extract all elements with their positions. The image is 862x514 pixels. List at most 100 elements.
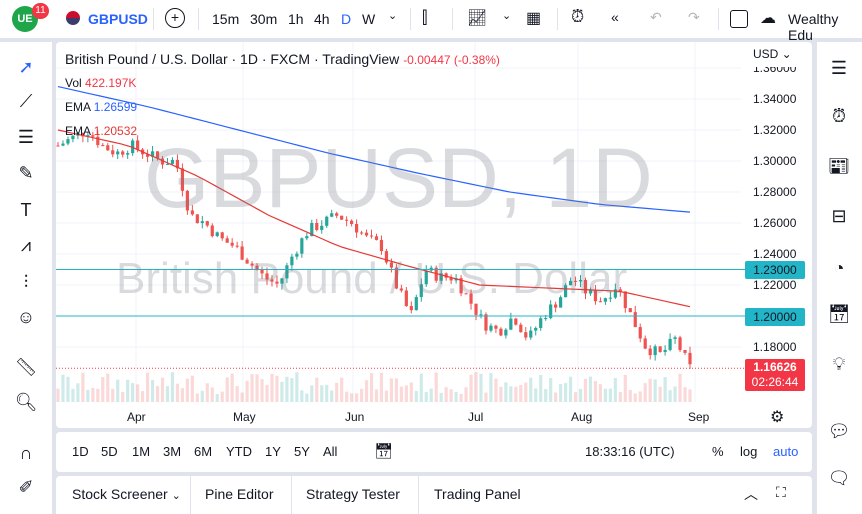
candle-body — [653, 346, 657, 356]
pattern-icon[interactable]: ⩘ — [20, 234, 32, 255]
interval-1h[interactable]: 1h — [288, 11, 304, 27]
candle-body — [673, 337, 677, 339]
x-tick: Jun — [345, 410, 365, 424]
volume-bar — [155, 386, 160, 402]
candle-body — [145, 154, 150, 157]
period-all[interactable]: All — [323, 444, 338, 459]
watchlist-icon[interactable]: ☰ — [830, 57, 848, 78]
tab-trading-panel[interactable]: Trading Panel — [434, 486, 521, 502]
auto-toggle[interactable]: auto — [773, 444, 799, 459]
prediction-icon[interactable]: ⫶ — [23, 271, 29, 292]
maximize-panel-icon[interactable]: ⛶ — [776, 484, 786, 500]
chart-pane[interactable]: GBPUSD, 1D British Pound / U.S. Dollar B… — [56, 42, 812, 428]
messages-icon[interactable]: 🗨︎ — [827, 467, 851, 488]
fib-icon[interactable]: ☰ — [17, 126, 35, 147]
candle-body — [345, 219, 349, 221]
zoom-in-icon[interactable]: 🔍︎ — [14, 391, 38, 412]
candle-body — [499, 328, 503, 336]
interval-4h[interactable]: 4h — [314, 11, 330, 27]
period-ytd[interactable]: YTD — [226, 444, 252, 459]
volume-bar — [205, 383, 209, 402]
cloud-check-icon[interactable]: ☁︎ — [760, 10, 776, 27]
period-6m[interactable]: 6M — [194, 444, 213, 459]
bottom-panel-tabs: Stock Screener ⌄ Pine Editor Strategy Te… — [56, 476, 812, 514]
period-5y[interactable]: 5Y — [294, 444, 310, 459]
layout-name[interactable]: Wealthy Edu — [788, 11, 839, 43]
volume-bar — [534, 388, 538, 402]
interval-15m[interactable]: 15m — [212, 11, 240, 27]
settings-gear-icon[interactable]: ⚙︎ — [770, 409, 785, 426]
calendar-icon[interactable]: 📅︎ — [827, 303, 851, 324]
fullscreen-icon[interactable] — [730, 10, 748, 28]
undo-icon[interactable]: ↶ — [650, 9, 662, 25]
magnet-icon[interactable]: ∩ — [19, 442, 33, 463]
log-toggle[interactable]: log — [740, 444, 758, 459]
screener-icon[interactable]: ⊟ — [831, 205, 847, 226]
period-1d[interactable]: 1D — [72, 444, 89, 459]
replay-icon[interactable]: « — [611, 9, 619, 25]
level-tag[interactable]: 1.20000 — [745, 308, 805, 326]
volume-bar — [618, 391, 622, 402]
candle-body — [374, 236, 379, 240]
volume-bar — [165, 386, 170, 402]
hotlist-fire-icon[interactable]: ◔ — [833, 257, 845, 278]
chevron-down-icon[interactable]: ⌄ — [388, 10, 398, 22]
volume-bar — [484, 392, 488, 402]
candle-body — [568, 280, 573, 286]
period-5d[interactable]: 5D — [101, 444, 118, 459]
candle-body — [270, 279, 274, 282]
level-tag[interactable]: 1.23000 — [745, 261, 805, 279]
utc-clock[interactable]: 18:33:16 (UTC) — [585, 444, 675, 459]
volume-bar — [384, 390, 389, 402]
price-chart[interactable] — [56, 42, 812, 428]
period-1y[interactable]: 1Y — [265, 444, 281, 459]
interval-w[interactable]: W — [362, 11, 376, 27]
emoji-icon[interactable]: ☺ — [16, 306, 36, 327]
cursor-icon[interactable]: ➚ — [18, 56, 34, 77]
lock-pencil-icon[interactable]: ✐ — [18, 476, 34, 497]
candle-body — [474, 303, 478, 315]
period-3m[interactable]: 3M — [163, 444, 182, 459]
candle-body — [111, 150, 115, 155]
percent-toggle[interactable]: % — [712, 444, 724, 459]
candle-body — [136, 140, 140, 150]
y-tick: 1.34000 — [753, 92, 797, 106]
symbol-search[interactable]: GBPUSD — [88, 11, 148, 27]
chevron-down-icon[interactable]: ⌄ — [502, 10, 512, 22]
interval-30m[interactable]: 30m — [250, 11, 278, 27]
brush-icon[interactable]: ✎ — [18, 162, 34, 183]
candle-body — [633, 312, 637, 328]
volume-bar — [270, 373, 274, 402]
trend-line-icon[interactable]: ⟋ — [19, 90, 33, 111]
volume-bar — [668, 390, 672, 402]
text-icon[interactable]: T — [20, 199, 32, 220]
x-tick: Jul — [468, 410, 484, 424]
compare-plus-icon[interactable]: + — [165, 8, 185, 28]
ideas-lightbulb-icon[interactable]: 💡︎ — [832, 353, 846, 374]
currency-select[interactable]: USD ⌄ — [753, 47, 792, 61]
tab-strategy-tester[interactable]: Strategy Tester — [306, 486, 400, 502]
interval-d[interactable]: D — [341, 11, 352, 27]
volume-bar — [210, 387, 214, 402]
volume-bar — [688, 389, 692, 402]
date-range-icon[interactable]: 📅︎ — [374, 443, 394, 460]
candles-icon[interactable]: ⫿ — [422, 8, 428, 27]
news-icon[interactable]: 📰︎ — [827, 155, 851, 176]
tab-stock-screener[interactable]: Stock Screener ⌄ — [72, 486, 181, 502]
alarm-clock-icon[interactable]: ⏰︎ — [831, 105, 847, 126]
volume-bar — [220, 391, 224, 402]
volume-bar — [549, 377, 553, 402]
chat-icon[interactable]: 💬︎ — [827, 420, 851, 441]
collapse-panel-icon[interactable]: ︿ — [744, 486, 758, 502]
period-1m[interactable]: 1M — [132, 444, 151, 459]
notification-badge: 11 — [32, 3, 49, 19]
alarm-add-icon[interactable]: ⏰︎ — [571, 7, 585, 26]
ruler-icon[interactable]: 📏︎ — [14, 356, 38, 377]
candle-body — [235, 245, 239, 247]
indicators-icon[interactable]: 📈︎ — [467, 10, 488, 27]
layout-grid-icon[interactable]: ▦ — [526, 10, 542, 27]
tab-pine-editor[interactable]: Pine Editor — [205, 486, 274, 502]
volume-bar — [489, 373, 493, 402]
redo-icon[interactable]: ↷ — [688, 9, 700, 25]
volume-bar — [200, 390, 204, 402]
